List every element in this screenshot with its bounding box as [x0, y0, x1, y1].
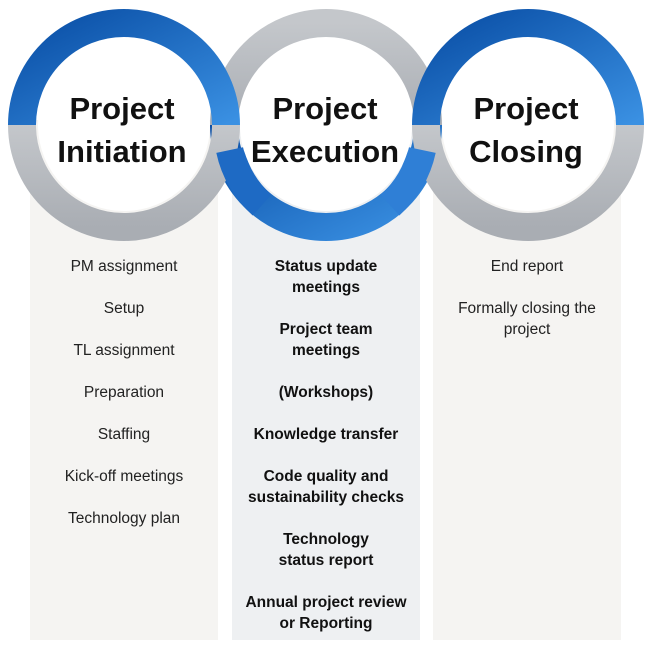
list-item: Project team meetings [279, 321, 373, 359]
closing-title-line2: Closing [469, 134, 583, 169]
list-item: Code quality and sustainability checks [248, 468, 404, 506]
list-item: TL assignment [73, 342, 175, 359]
list-item: Kick-off meetings [64, 468, 184, 485]
initiation-title: Project Initiation [37, 87, 207, 173]
execution-title-line2: Execution [250, 134, 400, 169]
list-item: Status update meetings [274, 258, 378, 296]
initiation-title-line1: Project [69, 91, 175, 126]
initiation-title-line2: Initiation [57, 134, 187, 169]
list-item: Preparation [83, 384, 165, 401]
weave-left [216, 146, 272, 216]
list-item: PM assignment [70, 258, 178, 275]
execution-title-line1: Project [272, 91, 378, 126]
list-item: (Workshops) [278, 384, 374, 401]
list-item: Technology plan [67, 510, 181, 527]
closing-items: End report Formally closing the project [437, 256, 617, 361]
execution-items: Status update meetings Project team meet… [236, 256, 416, 655]
list-item: Annual project review or Reporting [245, 594, 407, 632]
list-item: End report [490, 258, 564, 275]
phase-rings [8, 9, 644, 241]
ring-closing [412, 9, 644, 241]
closing-title: Project Closing [441, 87, 611, 173]
list-item: Technology status report [278, 531, 374, 569]
ring-initiation [8, 9, 240, 241]
weave-right [380, 146, 436, 216]
list-item: Setup [103, 300, 145, 317]
list-item: Staffing [97, 426, 151, 443]
execution-title: Project Execution [240, 87, 410, 173]
closing-title-line1: Project [473, 91, 579, 126]
list-item: Formally closing the project [458, 300, 596, 338]
initiation-items: PM assignment Setup TL assignment Prepar… [34, 256, 214, 550]
list-item: Knowledge transfer [253, 426, 399, 443]
